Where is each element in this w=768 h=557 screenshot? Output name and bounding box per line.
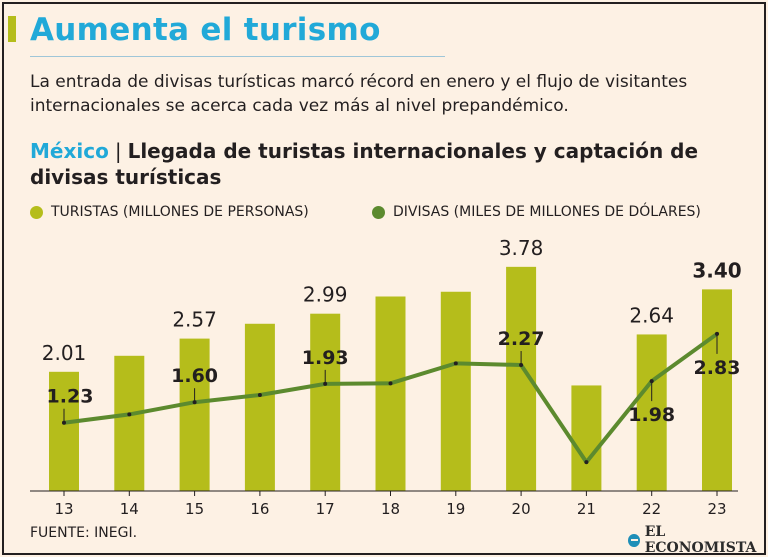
- chart-country: México: [30, 139, 109, 163]
- legend-divisas: DIVISAS (MILES DE MILLONES DE DÓLARES): [372, 204, 701, 220]
- title-accent-bar: [8, 16, 16, 42]
- bar-turistas-18: [375, 296, 406, 491]
- bar-turistas-19: [440, 291, 471, 491]
- bar-turistas-23: [702, 289, 732, 491]
- legend-turistas-swatch: [30, 205, 43, 219]
- bar-label-22: 2.64: [629, 303, 674, 327]
- page-title: Aumenta el turismo: [30, 12, 381, 48]
- heading-separator: |: [114, 139, 122, 163]
- x-tick-label-13: 13: [54, 500, 73, 518]
- line-label-15: 1.60: [171, 365, 218, 387]
- line-label-13: 1.23: [47, 386, 94, 408]
- source-note: FUENTE: INEGI.: [30, 525, 138, 541]
- subtitle: La entrada de divisas turísticas marcó r…: [30, 72, 688, 116]
- bar-turistas-17: [310, 313, 341, 491]
- bar-turistas-14: [114, 355, 145, 491]
- bar-label-23: 3.40: [692, 258, 741, 282]
- legend-turistas: TURISTAS (MILLONES DE PERSONAS): [30, 204, 309, 220]
- line-label-17: 1.93: [302, 347, 349, 369]
- bar-label-15: 2.57: [172, 308, 217, 332]
- point-divisas-16: [257, 392, 262, 397]
- line-label-23: 2.83: [694, 357, 741, 379]
- line-label-20: 2.27: [498, 328, 545, 350]
- x-tick-label-16: 16: [250, 500, 269, 518]
- bar-turistas-21: [571, 385, 602, 491]
- point-divisas-19: [453, 361, 458, 366]
- x-tick-label-20: 20: [512, 500, 531, 518]
- chart-title: Llegada de turistas internacionales y ca…: [30, 139, 699, 189]
- x-tick-label-15: 15: [185, 500, 204, 518]
- bar-turistas-16: [244, 323, 275, 491]
- x-tick-label-14: 14: [120, 500, 139, 518]
- x-tick-label-21: 21: [577, 500, 596, 518]
- brand-logo: EL ECONOMISTA: [628, 524, 768, 556]
- chart-heading: México | Llegada de turistas internacional…: [30, 138, 750, 190]
- bar-turistas-22: [636, 334, 667, 491]
- point-divisas-21: [584, 460, 589, 465]
- bar-label-17: 2.99: [303, 283, 348, 307]
- brand-globe-icon: [628, 533, 640, 547]
- brand-name: EL ECONOMISTA: [644, 524, 757, 556]
- x-tick-label-17: 17: [316, 500, 335, 518]
- bar-turistas-13: [49, 371, 79, 491]
- x-tick-label-19: 19: [446, 500, 465, 518]
- bar-label-20: 3.78: [499, 236, 544, 260]
- x-tick-label-22: 22: [642, 500, 661, 518]
- bar-turistas-15: [179, 338, 210, 491]
- line-label-22: 1.98: [628, 404, 675, 426]
- x-tick-label-23: 23: [707, 500, 726, 518]
- point-divisas-18: [388, 381, 393, 386]
- title-underline: [30, 56, 445, 57]
- x-tick-label-18: 18: [381, 500, 400, 518]
- legend-turistas-label: TURISTAS (MILLONES DE PERSONAS): [51, 204, 309, 220]
- legend-divisas-swatch: [372, 205, 385, 219]
- legend-divisas-label: DIVISAS (MILES DE MILLONES DE DÓLARES): [393, 204, 701, 220]
- point-divisas-14: [127, 412, 132, 417]
- bar-label-13: 2.01: [42, 341, 87, 365]
